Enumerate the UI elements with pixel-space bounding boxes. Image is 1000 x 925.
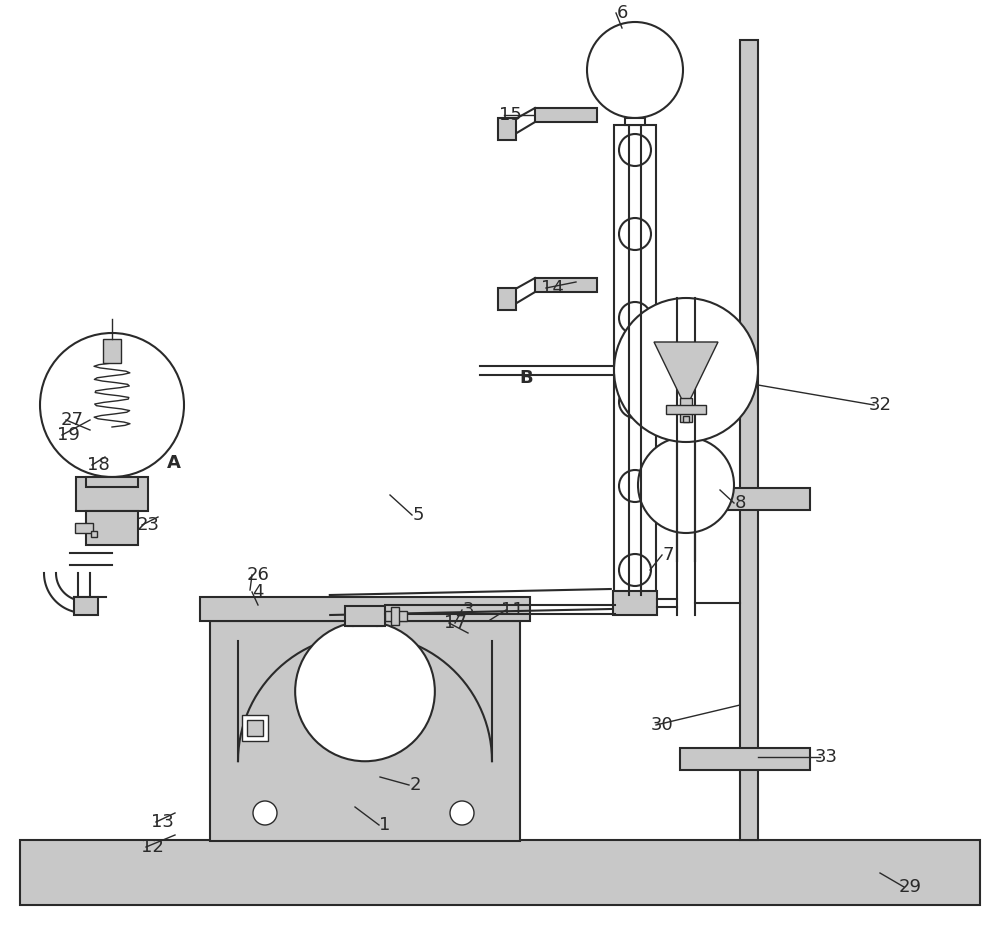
Bar — [614, 125, 656, 595]
Circle shape — [619, 218, 651, 250]
Text: 5: 5 — [412, 506, 424, 524]
Circle shape — [619, 386, 651, 418]
Bar — [683, 416, 689, 422]
Bar — [247, 720, 263, 736]
Circle shape — [40, 333, 184, 477]
Circle shape — [614, 298, 758, 442]
Bar — [200, 597, 530, 621]
Bar — [535, 108, 597, 122]
Bar — [86, 511, 138, 545]
Bar — [20, 840, 980, 905]
Text: 1: 1 — [379, 816, 391, 834]
Text: 17: 17 — [444, 614, 466, 632]
Text: 26: 26 — [247, 566, 269, 584]
Bar — [222, 712, 508, 833]
Text: 32: 32 — [868, 396, 892, 414]
Text: 3: 3 — [462, 601, 474, 619]
Bar — [74, 597, 98, 615]
Circle shape — [295, 622, 435, 761]
Text: 4: 4 — [252, 583, 264, 601]
Text: 19: 19 — [57, 426, 79, 444]
Bar — [498, 288, 516, 310]
Text: 2: 2 — [409, 776, 421, 794]
Circle shape — [619, 302, 651, 334]
Text: A: A — [167, 454, 181, 472]
Circle shape — [619, 134, 651, 166]
Bar — [345, 606, 385, 626]
Bar — [680, 398, 692, 422]
Text: 15: 15 — [499, 106, 521, 124]
Text: 8: 8 — [734, 494, 746, 512]
Text: 7: 7 — [662, 546, 674, 564]
Text: 29: 29 — [898, 878, 922, 896]
Text: 27: 27 — [60, 411, 84, 429]
Text: 11: 11 — [501, 601, 523, 619]
Bar — [103, 339, 121, 363]
Bar — [391, 607, 399, 625]
Circle shape — [587, 22, 683, 118]
Bar — [91, 531, 97, 537]
Bar — [86, 477, 138, 487]
Bar — [625, 118, 645, 125]
Bar — [535, 278, 597, 292]
Text: 12: 12 — [141, 838, 163, 856]
Bar — [76, 477, 148, 511]
Circle shape — [619, 470, 651, 502]
Text: 18: 18 — [87, 456, 109, 474]
Bar — [210, 621, 520, 841]
Bar — [680, 488, 810, 510]
Bar — [498, 118, 516, 140]
Text: 33: 33 — [814, 748, 838, 766]
Polygon shape — [654, 342, 718, 408]
Text: 14: 14 — [541, 279, 563, 297]
Circle shape — [619, 554, 651, 586]
Bar — [75, 523, 93, 533]
Bar — [666, 405, 706, 414]
Text: 6: 6 — [616, 4, 628, 22]
Text: B: B — [519, 369, 533, 387]
Circle shape — [638, 437, 734, 533]
Circle shape — [253, 801, 277, 825]
Bar — [740, 40, 758, 840]
Bar — [242, 715, 268, 741]
Bar — [680, 748, 810, 770]
Text: 30: 30 — [651, 716, 673, 734]
Circle shape — [450, 801, 474, 825]
Text: 13: 13 — [151, 813, 173, 831]
Text: 23: 23 — [136, 516, 160, 534]
Bar — [613, 591, 657, 615]
Bar — [385, 611, 407, 621]
